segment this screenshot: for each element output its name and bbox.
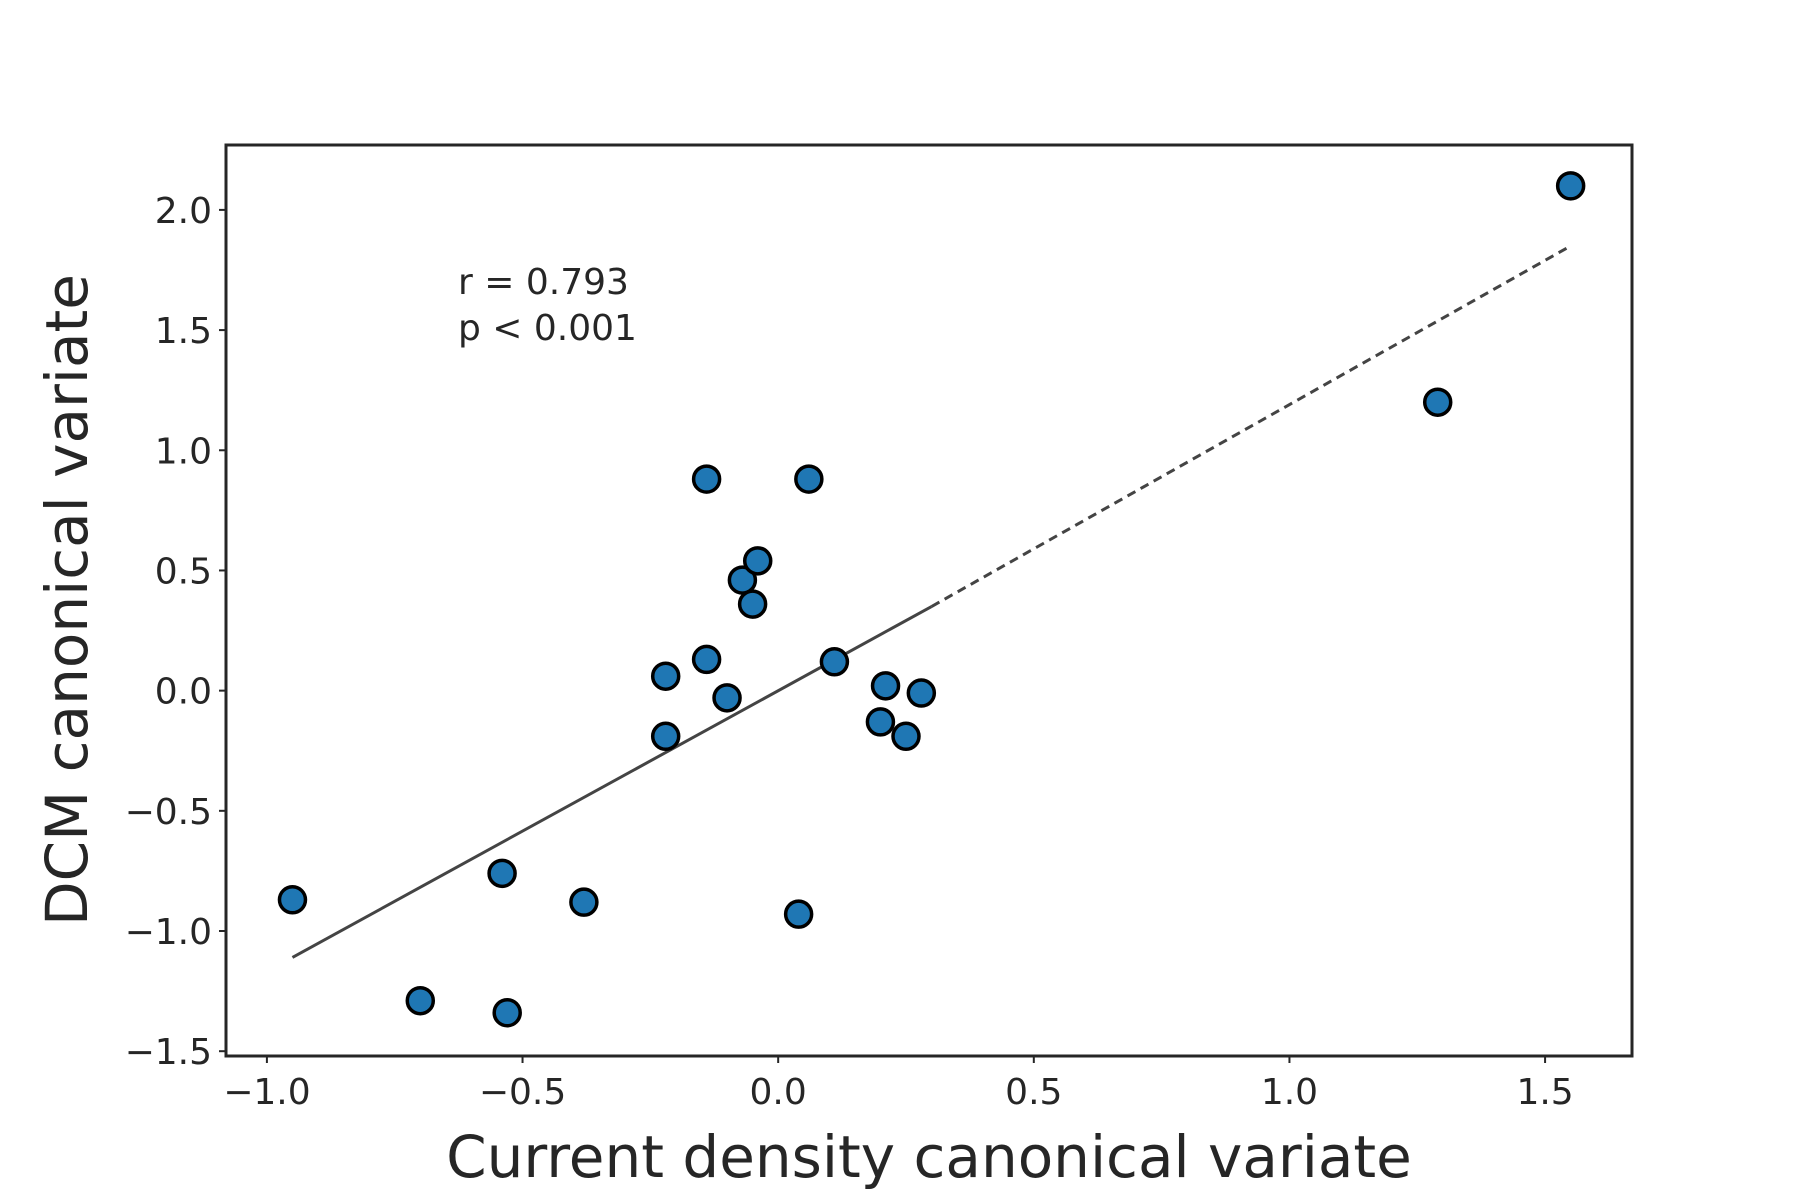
correlation-annotation: r = 0.793 [458,262,629,303]
data-point [712,683,742,713]
data-point [742,546,773,576]
data-point [650,661,681,691]
y-axis-label: DCM canonical variate [33,274,101,926]
x-tick-label: 0.5 [1005,1072,1062,1113]
data-point [405,985,436,1016]
data-point [277,885,308,915]
data-point [1422,387,1453,417]
y-tick-label: 0.0 [155,672,212,713]
y-tick-label: −1.0 [125,912,212,953]
data-point [492,997,522,1028]
y-tick-label: 1.5 [155,311,212,352]
plot-area-frame [224,143,1634,1058]
data-points-group [277,171,1586,1028]
p-value-annotation: p < 0.001 [458,308,637,349]
data-point [569,887,599,917]
data-point [737,589,768,619]
data-point [794,464,824,494]
y-tick-label: −1.5 [125,1032,212,1073]
y-tick-label: −0.5 [125,792,212,833]
x-tick-label: 1.5 [1516,1072,1573,1113]
x-axis-label: Current density canonical variate [446,1123,1412,1191]
data-point [870,671,901,701]
data-point [691,464,722,494]
data-point [891,721,921,752]
x-tick-label: 0.0 [750,1072,807,1113]
data-point [487,858,517,889]
data-point [783,899,814,929]
x-tick-label: −1.0 [223,1072,310,1113]
y-tick-label: 0.5 [155,551,212,592]
y-tick-label: 1.0 [155,431,212,472]
data-point [691,644,722,675]
data-point [650,721,681,752]
regression-line-group [291,244,1572,959]
x-tick-label: 1.0 [1261,1072,1318,1113]
data-point [865,707,896,737]
data-point [906,678,937,708]
regression-line-dashed [930,244,1572,608]
y-axis-ticks: −1.5 −1.0 −0.5 0.0 0.5 1.0 1.5 2.0 [125,191,226,1073]
data-point [1555,171,1586,201]
x-axis-ticks: −1.0 −0.5 0.0 0.5 1.0 1.5 [223,1056,1574,1113]
x-tick-label: −0.5 [479,1072,566,1113]
data-point [819,647,850,677]
y-tick-label: 2.0 [155,191,212,232]
data-point [727,565,758,595]
